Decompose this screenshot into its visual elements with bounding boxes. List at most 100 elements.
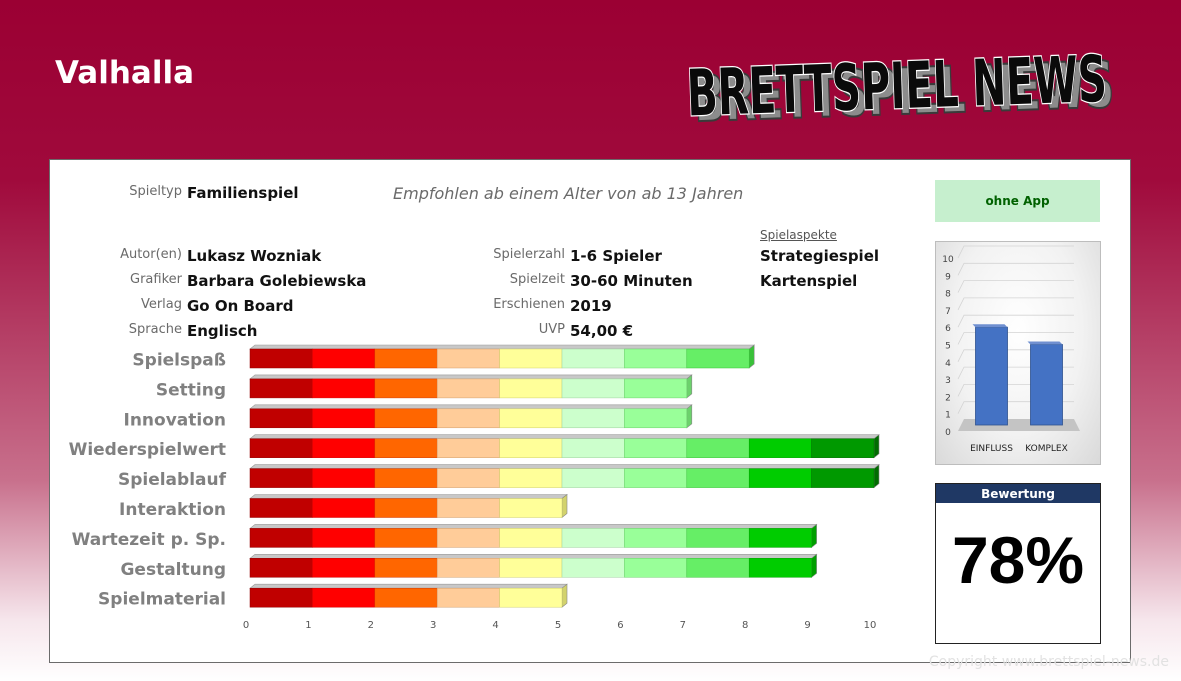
bar-segment [561, 348, 625, 369]
price-value: 54,00 € [570, 322, 634, 340]
bar-segment [374, 587, 438, 608]
y-tick-label: 0 [945, 428, 951, 438]
bar-segment [436, 468, 500, 488]
y-tick-label: 9 [945, 272, 951, 282]
bar-segment [499, 438, 563, 458]
category-label: Innovation [124, 410, 227, 430]
bar-segment [249, 468, 313, 488]
bar-segment [312, 528, 376, 548]
y-tick-label: 4 [945, 359, 951, 369]
author-label: Autor(en) [120, 247, 182, 262]
category-label: Spielablauf [118, 470, 227, 490]
aspect-item: Kartenspiel [760, 272, 858, 290]
y-tick-label: 1 [945, 411, 951, 421]
bar-segment [249, 587, 313, 608]
x-tick-label: 8 [742, 620, 748, 631]
bar-segment [374, 498, 438, 518]
bar-segment [249, 528, 313, 548]
category-label: Spielmaterial [98, 590, 226, 610]
x-tick-label: 7 [680, 620, 686, 631]
released-label: Erschienen [493, 297, 565, 312]
x-tick-label: 3 [430, 620, 436, 631]
bar-segment [624, 378, 688, 399]
bar-segment [811, 438, 875, 458]
bar-segment [748, 438, 812, 458]
y-tick-label: 3 [945, 376, 951, 386]
bar-segment [312, 408, 376, 429]
bar-segment [499, 528, 563, 548]
spieltyp-value: Familienspiel [187, 184, 299, 202]
grid-line [957, 332, 1074, 345]
y-tick-label: 8 [945, 290, 951, 300]
bar-segment [374, 558, 438, 578]
bar-segment [312, 587, 376, 608]
bar-segment [374, 408, 438, 429]
bar-segment [624, 528, 688, 548]
mini-category-label: EINFLUSS [970, 444, 1013, 454]
bar [249, 404, 693, 429]
bar-segment [374, 528, 438, 548]
x-tick-label: 1 [305, 620, 311, 631]
bar-segment [436, 528, 500, 548]
bar-segment [374, 348, 438, 369]
x-tick-label: 5 [555, 620, 561, 631]
bar-segment [312, 558, 376, 578]
bar-segment [561, 528, 625, 548]
bar-segment [624, 348, 688, 369]
mini-category-label: KOMPLEX [1025, 444, 1068, 454]
bar-segment [624, 558, 688, 578]
bar-segment [436, 587, 500, 608]
bar-segment [249, 558, 313, 578]
influence-complexity-chart: 0 1 2 3 4 5 6 7 8 9 10 EINFLUSS KOMPLEX [935, 241, 1101, 465]
bar [249, 493, 568, 519]
category-label: Gestaltung [120, 560, 226, 580]
bar-segment [686, 468, 750, 488]
bar-segment [499, 558, 563, 578]
bar-segment [499, 408, 563, 429]
bar-segment [561, 438, 625, 458]
mini-bar [1027, 341, 1063, 426]
bar-segment [436, 378, 500, 399]
bar-segment [249, 348, 313, 369]
bar-segment [811, 468, 875, 488]
y-tick-label: 6 [945, 324, 951, 334]
graphic-value: Barbara Golebiewska [187, 272, 367, 290]
bar-segment [374, 438, 438, 458]
x-tick-label: 2 [368, 620, 374, 631]
bar-segment [686, 558, 750, 578]
bar-segment [436, 498, 500, 518]
bar-segment [249, 498, 313, 518]
category-label: Spielspaß [132, 351, 226, 371]
category-label: Wartezeit p. Sp. [72, 530, 226, 550]
y-tick-label: 5 [945, 342, 951, 352]
bar-segment [312, 468, 376, 488]
category-label: Setting [156, 380, 226, 400]
author-value: Lukasz Wozniak [187, 247, 322, 265]
grid-line [957, 262, 1074, 276]
bar [249, 583, 568, 608]
bar [249, 523, 818, 549]
bar-segment [499, 498, 563, 518]
bar-segment [561, 558, 625, 578]
bar-segment [686, 528, 750, 548]
bar-segment [748, 558, 812, 578]
graphic-label: Grafiker [130, 272, 182, 287]
bar-segment [312, 348, 376, 369]
grid-line [957, 280, 1074, 293]
bar-segment [436, 348, 500, 369]
bar [249, 463, 880, 489]
svg-text:BRETTSPIEL NEWS: BRETTSPIEL NEWS [693, 49, 1115, 130]
bar-segment [499, 348, 563, 369]
bar-segment [561, 468, 625, 488]
bar-segment [686, 348, 750, 369]
bar [249, 434, 880, 459]
x-tick-label: 4 [492, 620, 498, 631]
bar-segment [374, 378, 438, 399]
aspects-heading: Spielaspekte [760, 228, 837, 242]
x-tick-label: 10 [864, 620, 877, 631]
rating-header: Bewertung [936, 484, 1100, 503]
bar [249, 374, 693, 399]
y-tick-label: 10 [942, 255, 954, 265]
mini-bar [972, 324, 1008, 426]
bar-segment [436, 558, 500, 578]
